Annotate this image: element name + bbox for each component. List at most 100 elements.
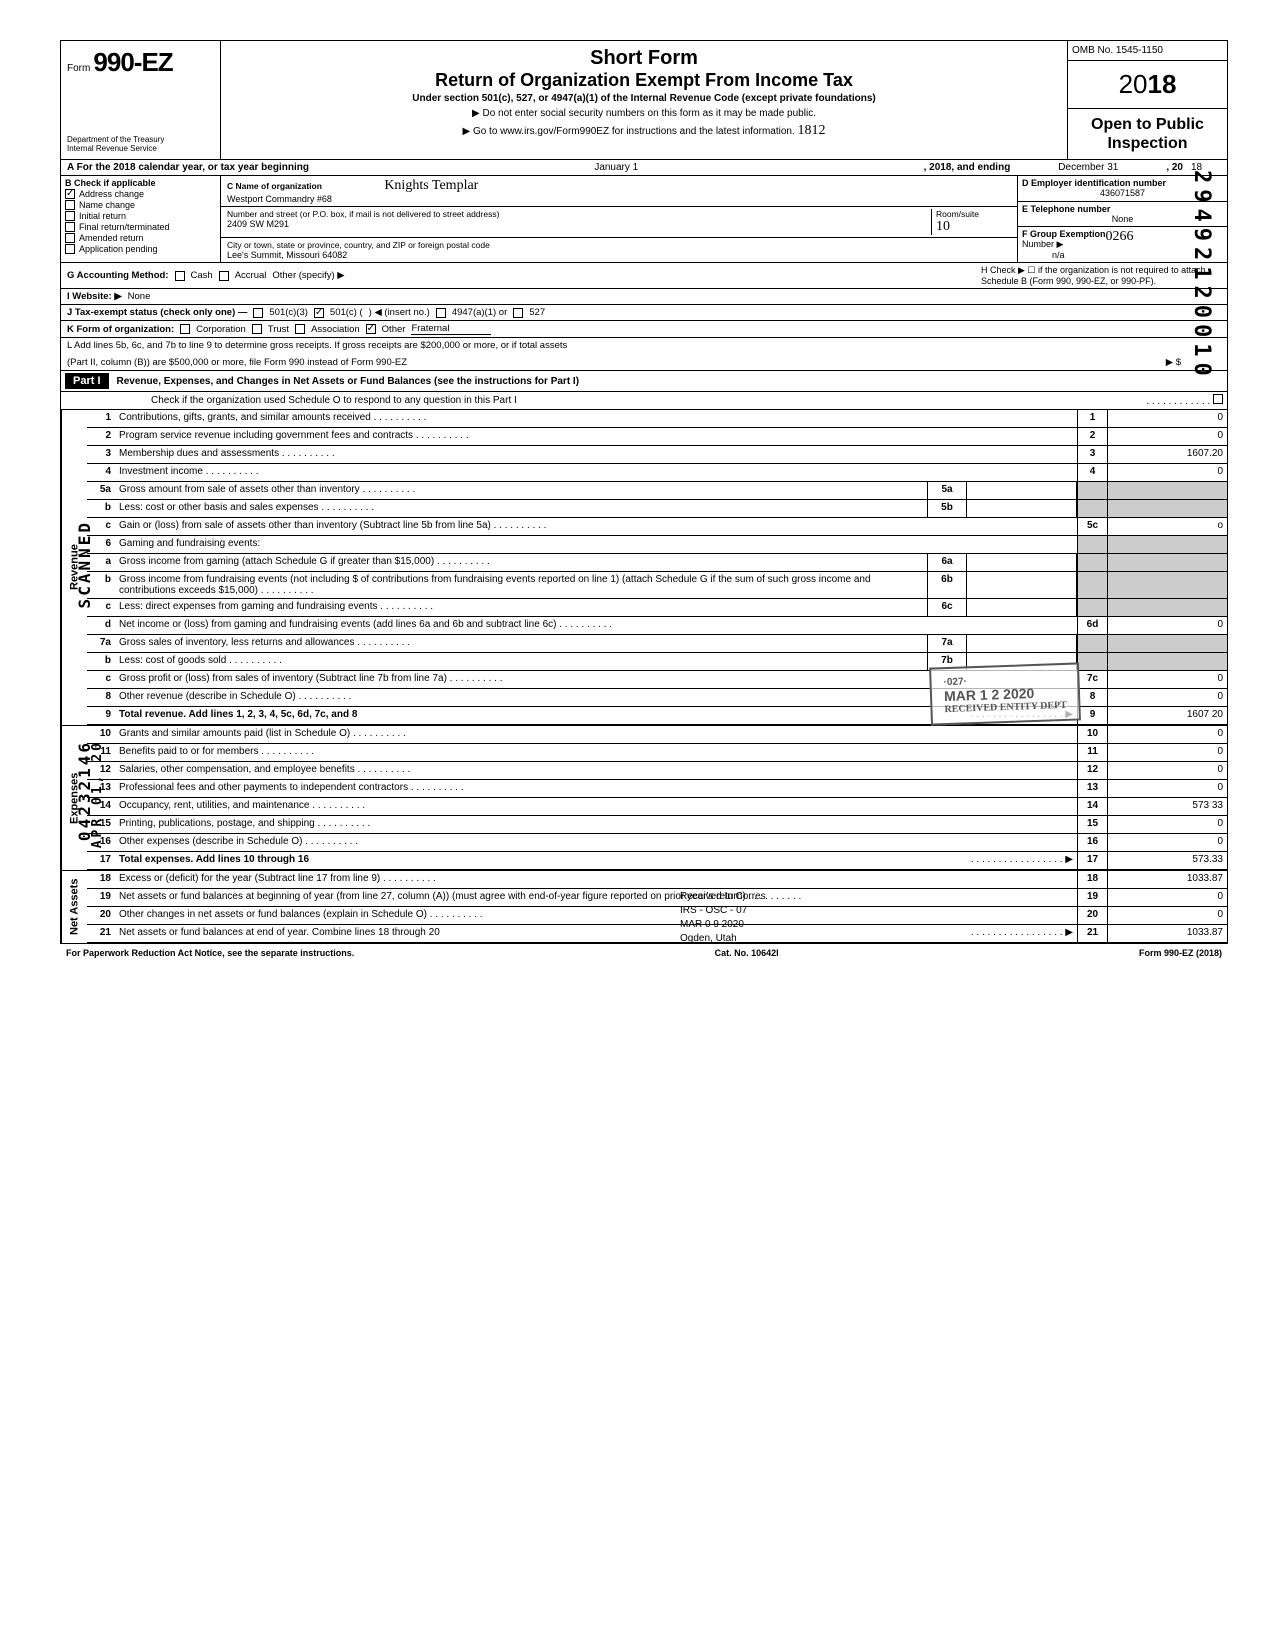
line-amount: 0 — [1107, 689, 1227, 706]
data-row: 15Printing, publications, postage, and s… — [87, 816, 1227, 834]
row-description: Salaries, other compensation, and employ… — [115, 762, 1077, 779]
expenses-label: Expenses — [61, 726, 87, 870]
room-label: Room/suite — [936, 209, 1011, 219]
row-description: Occupancy, rent, utilities, and maintena… — [115, 798, 1077, 815]
line-number: 12 — [1077, 762, 1107, 779]
begin-date: January 1 — [317, 162, 916, 173]
form-990ez: Form 990-EZ Department of the Treasury I… — [60, 40, 1228, 944]
line-number: 14 — [1077, 798, 1107, 815]
line-amount: 0 — [1107, 889, 1227, 906]
form-footer: For Paperwork Reduction Act Notice, see … — [60, 944, 1228, 962]
part-1-title: Revenue, Expenses, and Changes in Net As… — [117, 376, 580, 387]
501c3-checkbox[interactable] — [253, 308, 263, 318]
form-label: Form — [67, 63, 90, 74]
tax-exempt-label: J Tax-exempt status (check only one) — — [67, 307, 247, 318]
line-amount: o — [1107, 518, 1227, 535]
b-check-item: Name change — [65, 200, 216, 210]
line-amount: 1033.87 — [1107, 925, 1227, 942]
line-number: 11 — [1077, 744, 1107, 761]
line-number: 8 — [1077, 689, 1107, 706]
row-description: Excess or (deficit) for the year (Subtra… — [115, 871, 1077, 888]
trust-checkbox[interactable] — [252, 324, 262, 334]
accounting-method-label: G Accounting Method: — [67, 270, 169, 281]
line-amount: 573 33 — [1107, 798, 1227, 815]
other-checkbox[interactable] — [366, 324, 376, 334]
section-c: C Name of organization Knights Templar W… — [221, 176, 1017, 262]
data-row: 4Investment income . . . . . . . . . .40 — [87, 464, 1227, 482]
line-g-h: G Accounting Method: Cash Accrual Other … — [61, 263, 1227, 289]
sub-line-number: 6c — [927, 599, 967, 616]
group-exempt-handwritten: 0266 — [1106, 229, 1134, 245]
527-checkbox[interactable] — [513, 308, 523, 318]
line-amount: 0 — [1107, 780, 1227, 797]
line-amount: 1607.20 — [1107, 446, 1227, 463]
data-row: 14Occupancy, rent, utilities, and mainte… — [87, 798, 1227, 816]
title-short-form: Short Form — [233, 47, 1055, 70]
data-row: 10Grants and similar amounts paid (list … — [87, 726, 1227, 744]
row-number: b — [87, 500, 115, 517]
row-description: Net assets or fund balances at end of ye… — [115, 925, 1077, 942]
row-description: Printing, publications, postage, and shi… — [115, 816, 1077, 833]
corp-checkbox[interactable] — [180, 324, 190, 334]
cash-checkbox[interactable] — [175, 271, 185, 281]
footer-left: For Paperwork Reduction Act Notice, see … — [66, 948, 354, 958]
row-number: b — [87, 653, 115, 670]
ssn-note: ▶ Do not enter social security numbers o… — [233, 108, 1055, 119]
row-description: Contributions, gifts, grants, and simila… — [115, 410, 1077, 427]
org-name: Westport Commandry #68 — [227, 194, 1011, 204]
city-label: City or town, state or province, country… — [227, 240, 490, 250]
line-number: 5c — [1077, 518, 1107, 535]
row-number: 21 — [87, 925, 115, 942]
b-checkbox-4[interactable] — [65, 233, 75, 243]
row-number: 2 — [87, 428, 115, 445]
501c-checkbox[interactable] — [314, 308, 324, 318]
line-i: I Website: ▶ None — [61, 289, 1227, 305]
row-description: Other changes in net assets or fund bala… — [115, 907, 1077, 924]
schedule-b-note: H Check ▶ ☐ if the organization is not r… — [981, 265, 1221, 286]
expenses-section: Expenses 10Grants and similar amounts pa… — [61, 725, 1227, 870]
b-checkbox-5[interactable] — [65, 244, 75, 254]
row-description: Gain or (loss) from sale of assets other… — [115, 518, 1077, 535]
section-b-label: B Check if applicable — [65, 178, 216, 188]
sub-line-number: 5b — [927, 500, 967, 517]
data-row: bLess: cost or other basis and sales exp… — [87, 500, 1227, 518]
data-row: aGross income from gaming (attach Schedu… — [87, 554, 1227, 572]
row-description: Net assets or fund balances at beginning… — [115, 889, 1077, 906]
sub-line-value — [967, 500, 1077, 517]
line-number: 17 — [1077, 852, 1107, 869]
data-row: 2Program service revenue including gover… — [87, 428, 1227, 446]
row-number: 18 — [87, 871, 115, 888]
row-number: 5a — [87, 482, 115, 499]
website-value: None — [128, 291, 151, 302]
department-label: Department of the Treasury Internal Reve… — [67, 136, 214, 154]
row-description: Gross income from gaming (attach Schedul… — [115, 554, 927, 571]
4947-checkbox[interactable] — [436, 308, 446, 318]
line-number: 21 — [1077, 925, 1107, 942]
b-checkbox-1[interactable] — [65, 200, 75, 210]
received-stamp-ogden: Received In Corres IRS - OSC - 07 MAR 0 … — [680, 890, 766, 946]
assoc-checkbox[interactable] — [295, 324, 305, 334]
part-1-header: Part I Revenue, Expenses, and Changes in… — [61, 371, 1227, 392]
row-number: 17 — [87, 852, 115, 869]
sub-line-number: 6a — [927, 554, 967, 571]
b-checkbox-3[interactable] — [65, 222, 75, 232]
row-description: Less: cost of goods sold . . . . . . . .… — [115, 653, 927, 670]
schedule-o-checkbox[interactable] — [1213, 394, 1223, 404]
tax-year: 2018 — [1068, 61, 1227, 109]
sub-line-number: 6b — [927, 572, 967, 598]
sub-line-number: 5a — [927, 482, 967, 499]
b-check-item: Amended return — [65, 233, 216, 243]
line-number: 6d — [1077, 617, 1107, 634]
end-date: December 31 — [1018, 162, 1158, 173]
title-return: Return of Organization Exempt From Incom… — [233, 70, 1055, 91]
data-row: 1Contributions, gifts, grants, and simil… — [87, 410, 1227, 428]
form-number: 990-EZ — [93, 47, 172, 77]
sub-line-value — [967, 599, 1077, 616]
line-amount: 0 — [1107, 617, 1227, 634]
group-exempt-value: n/a — [1052, 250, 1065, 260]
accrual-checkbox[interactable] — [219, 271, 229, 281]
b-checkbox-2[interactable] — [65, 211, 75, 221]
sub-line-value — [967, 554, 1077, 571]
b-checkbox-0[interactable] — [65, 189, 75, 199]
side-date-stamp: APR 01, 20 — [90, 740, 105, 848]
